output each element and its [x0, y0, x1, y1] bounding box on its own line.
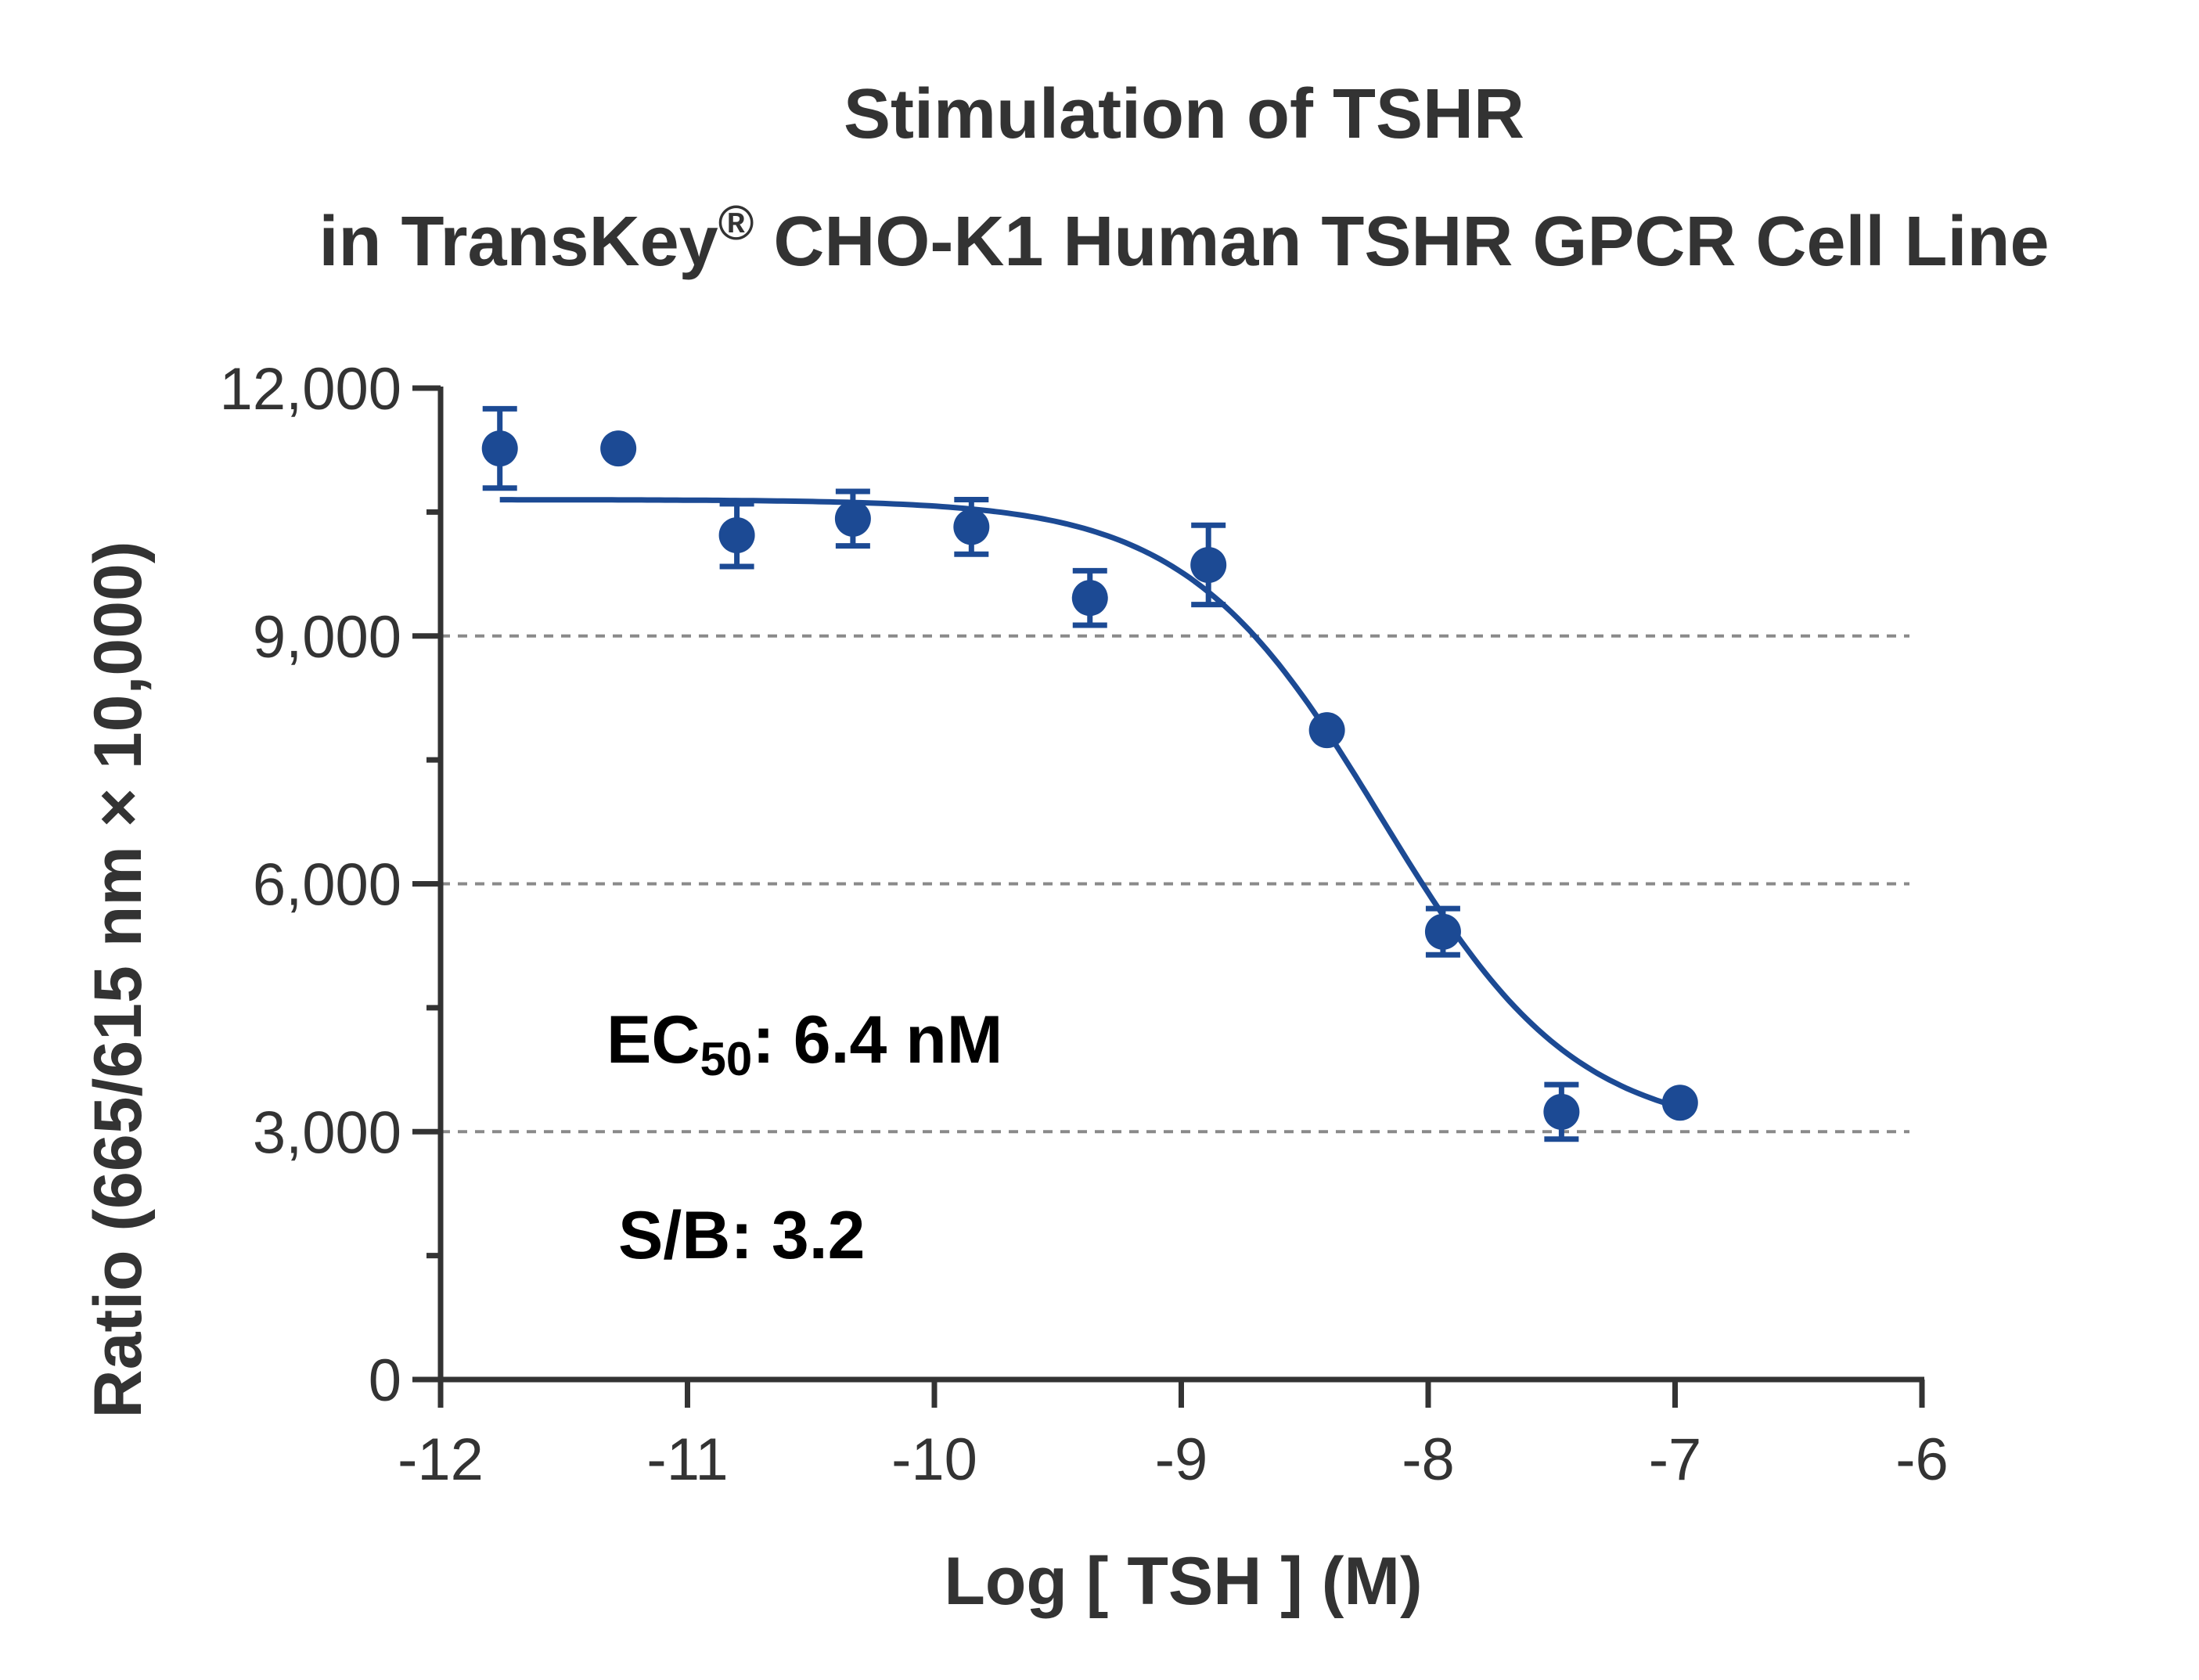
x-tick-label: -10: [891, 1426, 977, 1493]
ec50-value: : 6.4 nM: [752, 1002, 1003, 1077]
title-suffix: CHO-K1 Human TSHR GPCR Cell Line: [754, 203, 2050, 281]
y-tick-label: 12,000: [220, 356, 401, 423]
x-tick-label: -8: [1402, 1426, 1455, 1493]
y-tick-label: 3,000: [253, 1099, 401, 1166]
x-tick-label: -9: [1155, 1426, 1208, 1493]
axes: 0 3,000 6,000 9,000 12,000 -12 -11 -10 -9 -8 -7 -6: [220, 356, 1949, 1493]
title-prefix: in TransKey: [319, 203, 718, 281]
chart-title-line-1: Stimulation of TSHR: [844, 75, 1524, 153]
gridlines: [441, 634, 1909, 1134]
data-point: [1543, 1093, 1580, 1130]
data-point: [1661, 1085, 1698, 1121]
registered-mark: ®: [718, 196, 754, 250]
x-axis-title: Log [ TSH ] (M): [944, 1544, 1422, 1619]
data-point: [1071, 580, 1108, 617]
data-point: [834, 500, 871, 537]
ec50-prefix: EC: [606, 1002, 700, 1077]
data-point: [1308, 712, 1345, 749]
y-tick-label: 9,000: [253, 604, 401, 671]
chart-title-line-2: in TransKey® CHO-K1 Human TSHR GPCR Cell…: [85, 196, 2199, 282]
ec50-subscript: 50: [700, 1033, 753, 1085]
x-tick-label: -11: [646, 1426, 728, 1493]
data-point: [1190, 546, 1227, 583]
x-tick-label: -7: [1649, 1426, 1702, 1493]
data-point: [718, 516, 755, 553]
x-tick-label: -6: [1895, 1426, 1949, 1493]
ec50-annotation: EC50: 6.4 nM: [606, 1002, 1003, 1085]
y-axis-title: Ratio (665/615 nm × 10,000): [81, 541, 156, 1419]
data-points-layer: [481, 405, 1698, 1142]
signal-to-background-annotation: S/B: 3.2: [618, 1198, 866, 1273]
data-point: [481, 430, 518, 467]
y-tick-label: 6,000: [253, 852, 401, 919]
data-point: [1424, 913, 1461, 950]
fit-curve: [499, 497, 1681, 1110]
data-point: [953, 509, 990, 545]
y-tick-label: 0: [369, 1347, 401, 1414]
data-point: [600, 430, 637, 467]
x-tick-label: -12: [398, 1426, 484, 1493]
fit-curve-layer: [499, 497, 1681, 1110]
